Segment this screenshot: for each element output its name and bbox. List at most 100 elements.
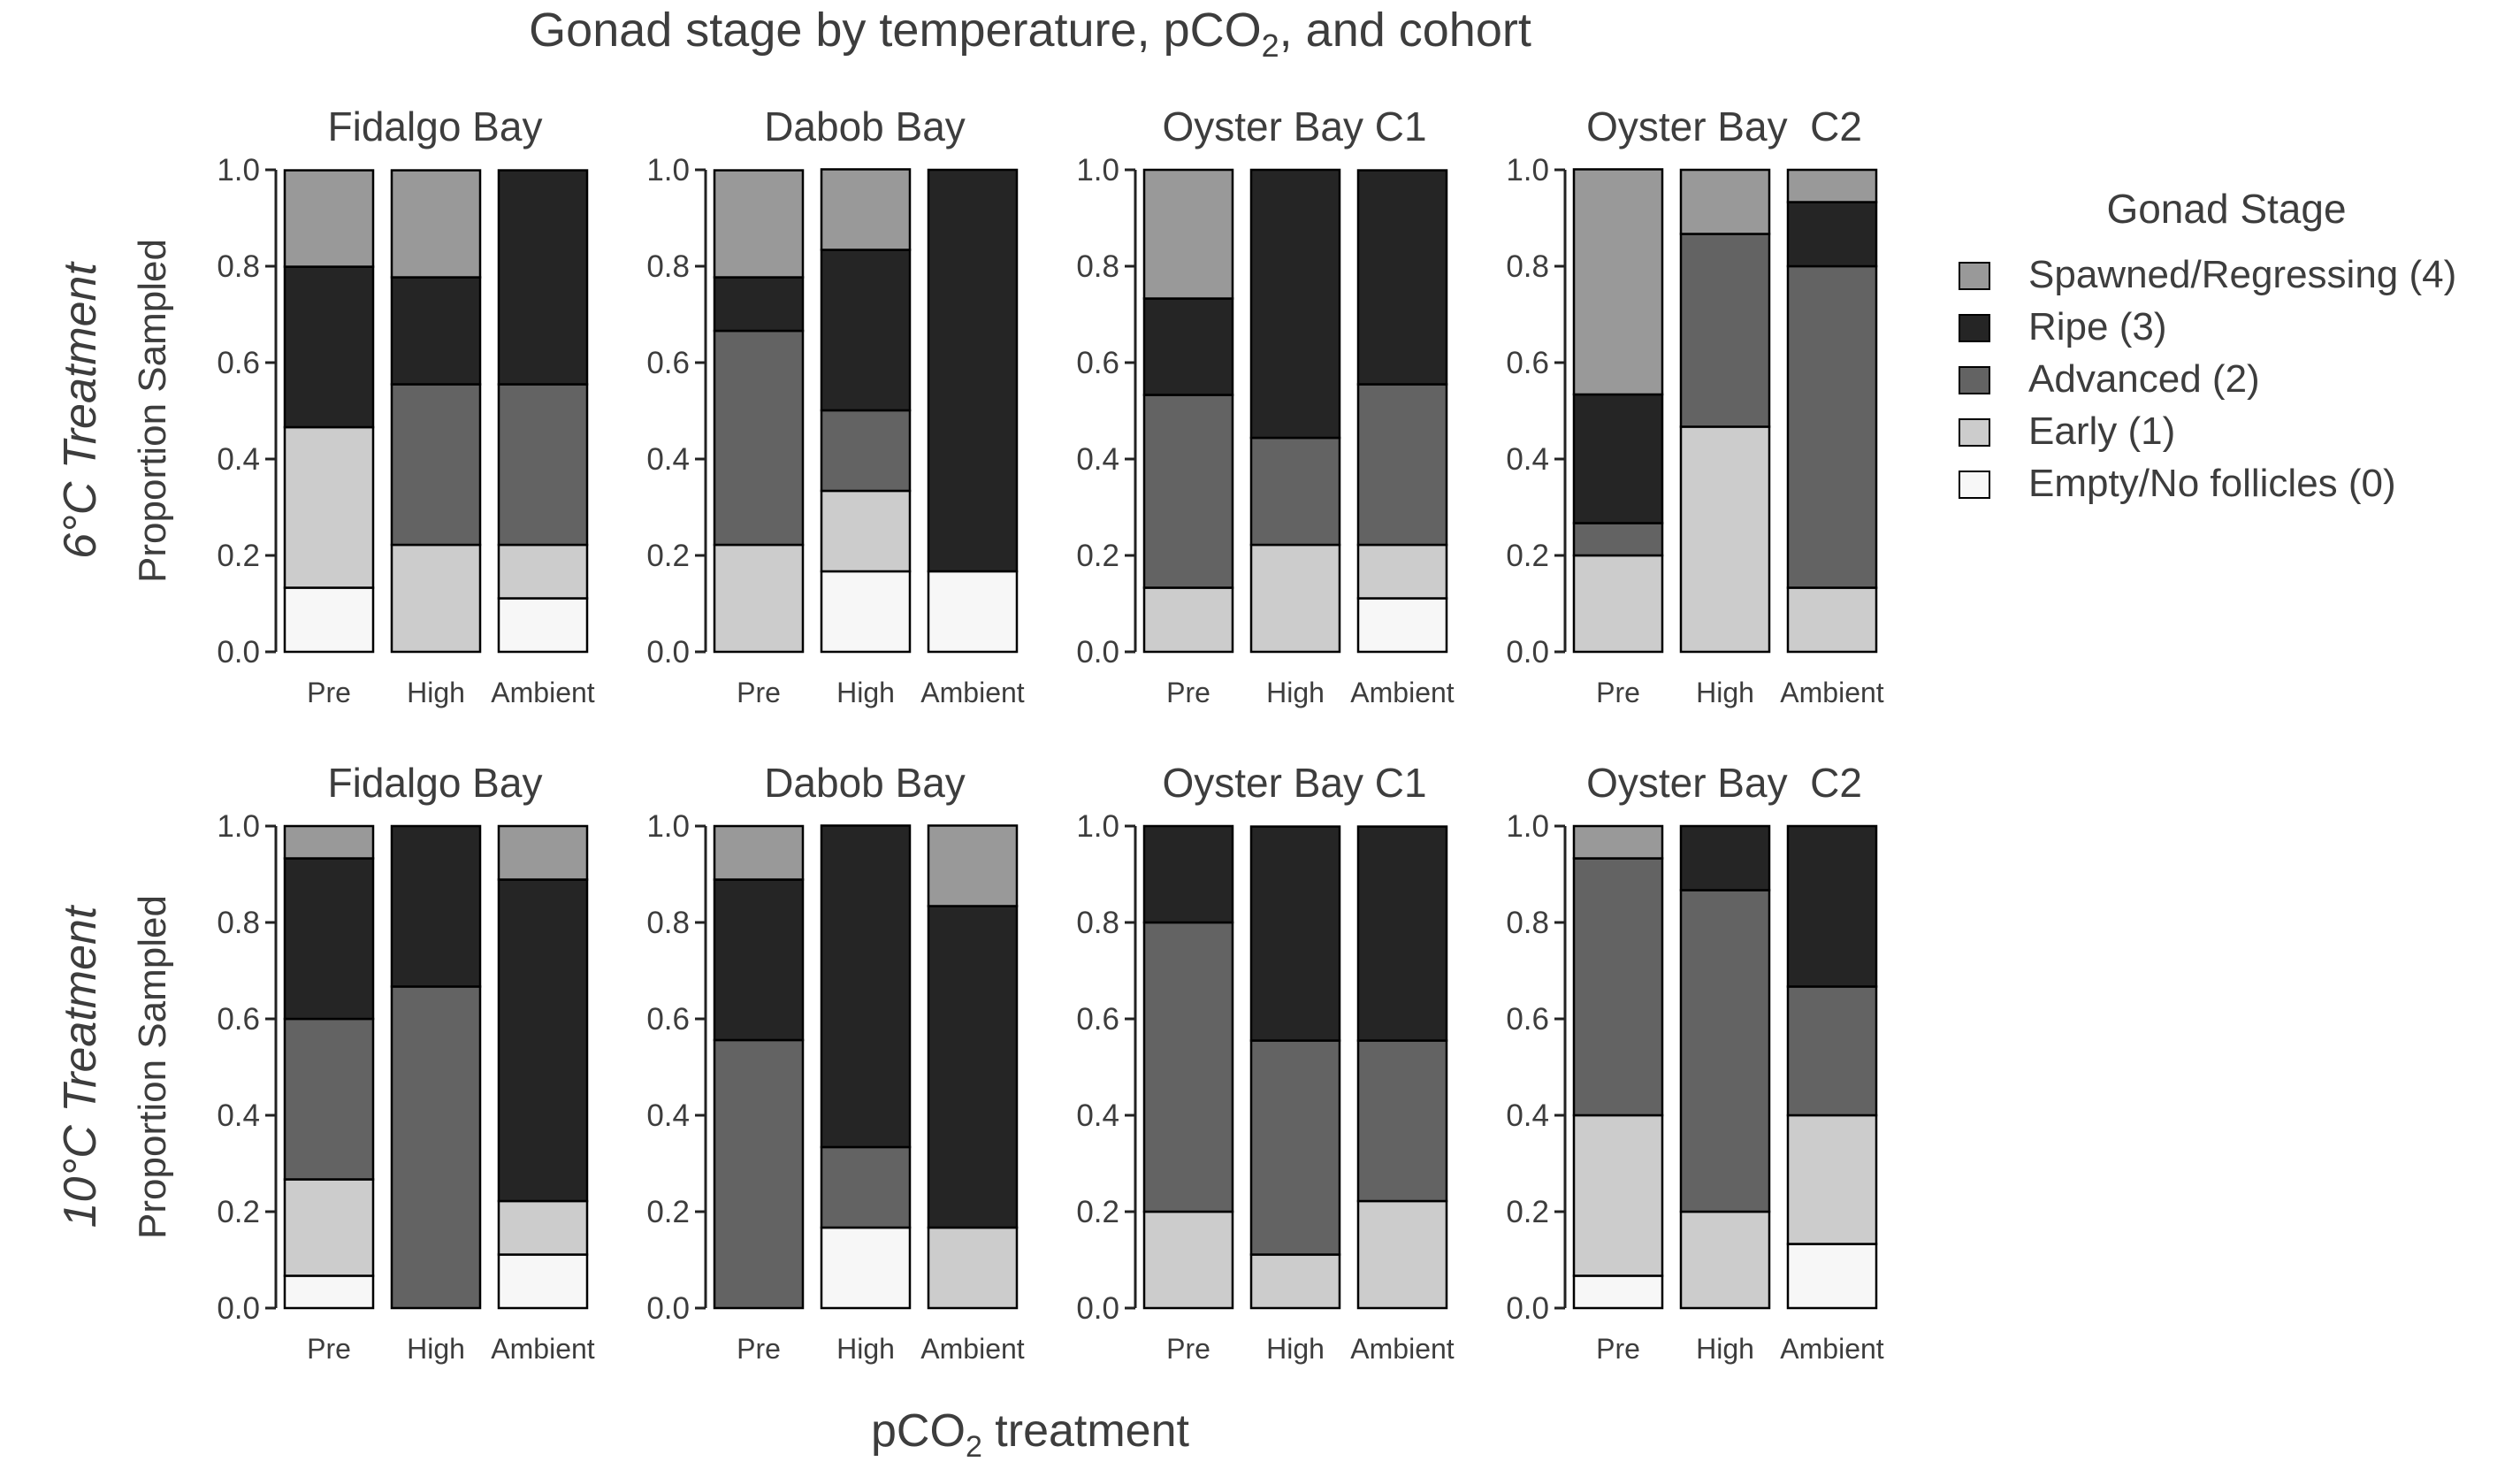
bar-segment (390, 824, 482, 988)
y-tick-label: 0.6 (1076, 346, 1119, 380)
stacked-bar (1249, 168, 1341, 654)
bar-segment (1679, 1210, 1771, 1310)
stacked-bar (1356, 825, 1448, 1310)
x-tick-label: Pre (737, 1333, 781, 1365)
bar-segment (283, 586, 375, 654)
bar-segment (1786, 264, 1878, 589)
bar-segment (1572, 1113, 1664, 1277)
bar-segment (1356, 1199, 1448, 1310)
bar-segment (713, 824, 805, 881)
bar-segment (1249, 543, 1341, 654)
y-tick-label: 0.4 (1506, 1098, 1549, 1133)
stacked-bar (820, 824, 912, 1310)
facet-panel: Oyster Bay C1 0.0 0.2 0.4 0.6 0.8 1.0 Pre High Am… (1076, 760, 1454, 1365)
bar-segment (927, 168, 1019, 573)
legend-title: Gonad Stage (2106, 186, 2346, 232)
x-tick-label: High (1266, 677, 1325, 708)
stacked-bar (820, 168, 912, 654)
bar-segment (1679, 168, 1771, 235)
bar-segment (1142, 586, 1234, 654)
y-tick-label: 0.6 (217, 346, 260, 380)
x-tick-label: Ambient (1780, 677, 1884, 708)
bar-segment (1786, 1113, 1878, 1245)
y-tick-label: 0.4 (646, 1098, 690, 1133)
bar-segment (820, 1145, 912, 1229)
y-tick-label: 1.0 (1076, 153, 1119, 187)
y-tick-label: 0.6 (646, 1002, 690, 1037)
y-tick-label: 0.0 (1506, 1291, 1549, 1326)
bar-segment (497, 597, 589, 654)
bar-segment (497, 543, 589, 600)
y-tick-label: 1.0 (1506, 809, 1549, 844)
stacked-bar (927, 824, 1019, 1310)
bar-segment (390, 985, 482, 1310)
y-tick-label: 0.8 (646, 906, 690, 940)
bar-segment (390, 543, 482, 654)
y-tick-label: 0.0 (646, 635, 690, 670)
panel-title: Oyster Bay C1 (1162, 760, 1426, 806)
y-tick-label: 0.0 (1076, 635, 1119, 670)
panel-grid: 6°C Treatment Proportion Sampled Fidalgo B… (55, 103, 1884, 1365)
legend-swatch (1959, 314, 1990, 342)
x-tick-label: High (1696, 1333, 1754, 1365)
legend-item: Empty/No follicles (0) (1959, 462, 2396, 505)
legend-item: Advanced (2) (1959, 357, 2260, 401)
legend-label: Ripe (3) (2028, 305, 2167, 348)
y-tick-label: 1.0 (217, 153, 260, 187)
bar-segment (1679, 889, 1771, 1213)
y-tick-label: 0.6 (646, 346, 690, 380)
bar-segment (1356, 1039, 1448, 1203)
legend-swatch (1959, 262, 1990, 290)
y-tick-label: 0.8 (1506, 906, 1549, 940)
bar-segment (820, 168, 912, 251)
x-tick-label: Ambient (1780, 1333, 1884, 1365)
y-tick-label: 1.0 (1076, 809, 1119, 844)
legend-label: Spawned/Regressing (4) (2028, 253, 2456, 296)
stacked-bar (713, 824, 805, 1310)
bar-segment (1356, 825, 1448, 1042)
y-tick-label: 0.0 (1076, 1291, 1119, 1326)
x-axis-label: pCO2 treatment (871, 1405, 1189, 1464)
stacked-bar (390, 824, 482, 1310)
bar-segment (713, 329, 805, 547)
x-tick-label: High (407, 1333, 465, 1365)
bar-segment (283, 425, 375, 589)
x-tick-label: Pre (307, 677, 351, 708)
stacked-bar (1356, 169, 1448, 654)
bar-segment (1572, 522, 1664, 557)
bar-segment (1572, 857, 1664, 1117)
stacked-bar (713, 169, 805, 654)
y-tick-label: 0.8 (646, 249, 690, 284)
bar-segment (1356, 383, 1448, 547)
stacked-bar (1572, 168, 1664, 654)
y-tick-label: 0.8 (1506, 249, 1549, 284)
bar-segment (820, 824, 912, 1149)
bar-segment (820, 489, 912, 573)
bar-segment (283, 857, 375, 1021)
panel-title: Oyster Bay C2 (1586, 760, 1862, 806)
bar-segment (1679, 425, 1771, 654)
y-tick-label: 0.8 (217, 906, 260, 940)
y-tick-label: 0.8 (1076, 249, 1119, 284)
bar-segment (1786, 586, 1878, 654)
bar-segment (1356, 543, 1448, 600)
facet-panel: Dabob Bay 0.0 0.2 0.4 0.6 0.8 1.0 Pre High Ambien… (646, 103, 1024, 708)
y-tick-label: 1.0 (646, 809, 690, 844)
bar-segment (283, 1274, 375, 1310)
bar-segment (927, 824, 1019, 907)
stacked-bar (283, 169, 375, 654)
y-tick-label: 0.0 (1506, 635, 1549, 670)
bar-segment (713, 543, 805, 654)
stacked-bar (283, 824, 375, 1310)
bar-segment (927, 905, 1019, 1229)
legend-swatch (1959, 366, 1990, 394)
stacked-bar (1142, 824, 1234, 1310)
bar-segment (497, 824, 589, 881)
bar-segment (283, 824, 375, 860)
x-tick-label: Pre (1166, 677, 1210, 708)
bar-segment (1249, 436, 1341, 547)
y-tick-label: 1.0 (646, 153, 690, 187)
bar-segment (1142, 297, 1234, 396)
bar-segment (1249, 168, 1341, 440)
facet-panel: Oyster Bay C1 0.0 0.2 0.4 0.6 0.8 1.0 Pre High Am… (1076, 103, 1454, 708)
